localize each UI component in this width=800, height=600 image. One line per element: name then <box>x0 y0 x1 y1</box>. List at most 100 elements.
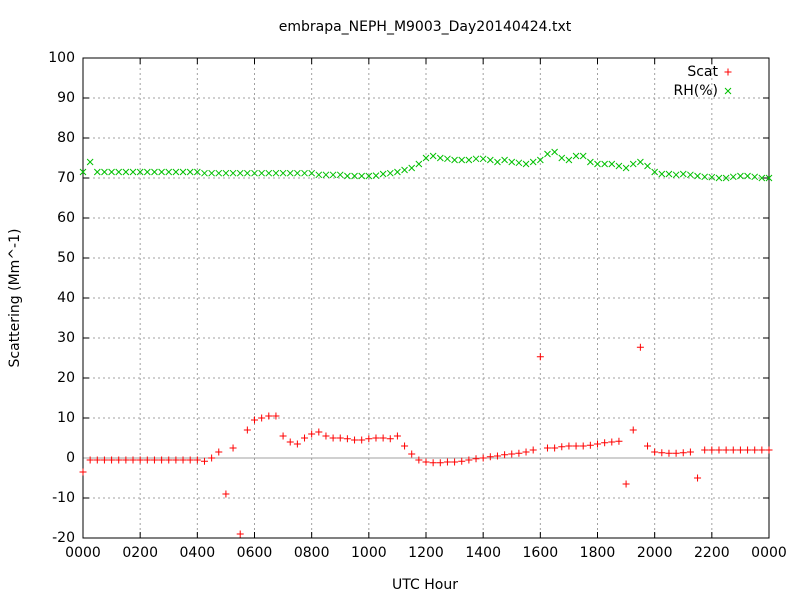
point <box>501 451 509 459</box>
point <box>722 174 730 182</box>
point <box>372 434 380 442</box>
point <box>186 456 194 464</box>
point <box>115 456 123 464</box>
x-tick-label: 1800 <box>580 545 616 561</box>
y-tick-label: 70 <box>57 170 75 186</box>
point <box>336 171 344 179</box>
point <box>508 158 516 166</box>
point <box>586 441 594 449</box>
point <box>179 456 187 464</box>
point <box>486 156 494 164</box>
point <box>629 426 637 434</box>
y-tick-label: 30 <box>57 330 75 346</box>
point <box>765 446 773 454</box>
point <box>672 449 680 457</box>
x-tick-label: 0200 <box>122 545 158 561</box>
point <box>579 152 587 160</box>
point <box>615 162 623 170</box>
point <box>744 446 752 454</box>
point <box>351 172 358 180</box>
point <box>93 168 101 176</box>
point <box>651 448 659 456</box>
point <box>529 446 537 454</box>
point <box>279 432 287 440</box>
point <box>472 155 480 163</box>
point <box>565 442 573 450</box>
x-tick-label: 2000 <box>637 545 673 561</box>
point <box>365 172 373 180</box>
point <box>301 169 308 177</box>
point <box>108 168 115 176</box>
point <box>679 449 687 457</box>
point <box>222 169 230 177</box>
point <box>458 156 466 164</box>
point <box>100 456 108 464</box>
point <box>158 456 166 464</box>
y-tick-label: 40 <box>57 290 75 306</box>
point <box>143 168 151 176</box>
x-tick-label: 0000 <box>751 545 787 561</box>
point <box>472 455 480 463</box>
point <box>322 432 330 440</box>
point <box>151 168 158 176</box>
point <box>408 164 416 172</box>
point <box>486 453 494 461</box>
point <box>679 170 687 178</box>
point <box>315 171 323 179</box>
point <box>329 434 337 442</box>
legend-marker <box>724 87 732 95</box>
point <box>372 172 380 179</box>
point <box>601 439 609 447</box>
point <box>344 172 351 180</box>
y-axis-label: Scattering (Mm^-1) <box>7 229 23 368</box>
point <box>101 168 108 176</box>
legend-label: RH(%) <box>674 83 718 99</box>
point <box>551 444 559 452</box>
point <box>758 174 766 182</box>
point <box>722 446 730 454</box>
point <box>129 456 137 464</box>
point <box>343 435 351 443</box>
point <box>243 426 251 434</box>
point <box>522 448 530 456</box>
point <box>172 168 180 176</box>
point <box>286 438 294 446</box>
point <box>86 456 94 464</box>
point <box>79 168 87 176</box>
point <box>694 172 701 180</box>
point <box>329 171 337 179</box>
point <box>186 168 194 176</box>
point <box>365 435 373 443</box>
point <box>594 160 601 168</box>
point <box>765 174 773 182</box>
y-tick-label: -20 <box>52 530 75 546</box>
x-tick-label: 1000 <box>351 545 387 561</box>
point <box>351 436 359 444</box>
point <box>644 162 651 170</box>
point <box>394 168 401 176</box>
point <box>572 442 580 450</box>
point <box>158 168 165 176</box>
point <box>86 158 94 166</box>
x-tick-label: 0000 <box>65 545 101 561</box>
point <box>479 454 487 462</box>
point <box>258 414 266 422</box>
point <box>758 446 766 454</box>
point <box>308 430 316 438</box>
point <box>293 440 301 448</box>
plot-border <box>82 57 770 539</box>
point <box>393 432 401 440</box>
point <box>386 435 394 443</box>
point <box>122 456 130 464</box>
y-tick-label: 90 <box>57 90 75 106</box>
point <box>150 456 158 464</box>
point <box>729 173 737 181</box>
point <box>515 449 523 457</box>
point <box>608 160 616 168</box>
point <box>143 456 151 464</box>
point <box>251 169 258 177</box>
point <box>493 452 501 460</box>
point <box>736 446 744 454</box>
point <box>458 457 466 465</box>
